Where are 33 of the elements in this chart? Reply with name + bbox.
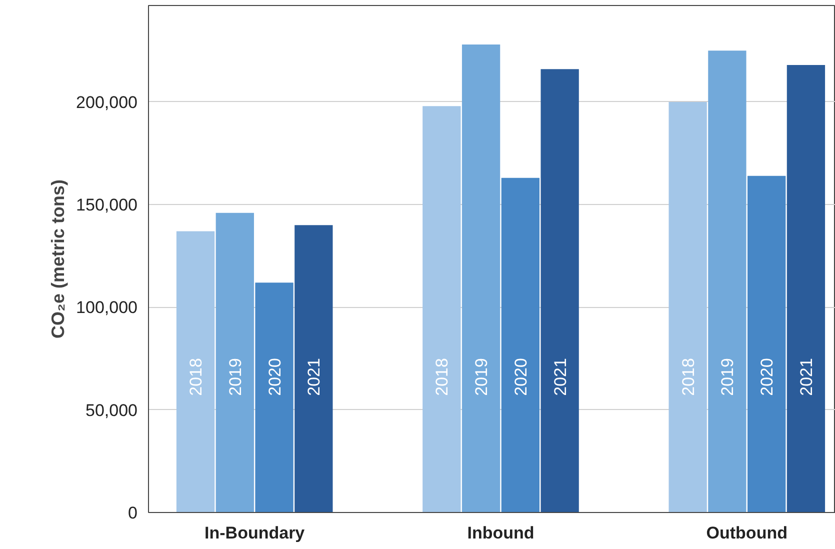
x-tick-label: Outbound bbox=[706, 524, 788, 542]
series-label: 2021 bbox=[550, 358, 570, 396]
text: 2018 bbox=[186, 358, 206, 396]
text: 2020 bbox=[511, 358, 530, 396]
bar bbox=[422, 106, 461, 512]
y-tick-label: 0 bbox=[128, 504, 138, 522]
bar bbox=[748, 176, 786, 512]
y-tick-label: 150,000 bbox=[76, 196, 138, 215]
y-tick-label: 50,000 bbox=[86, 400, 138, 420]
y-tick-label: 100,000 bbox=[76, 298, 138, 318]
bar bbox=[540, 69, 579, 512]
series-label: 2020 bbox=[758, 358, 777, 396]
bar bbox=[294, 225, 333, 512]
bar bbox=[176, 231, 215, 512]
bar bbox=[668, 102, 707, 512]
text: 2021 bbox=[304, 358, 324, 396]
text: 2018 bbox=[678, 358, 698, 396]
text: 2020 bbox=[265, 358, 284, 396]
text: 2021 bbox=[796, 358, 816, 396]
bar bbox=[501, 178, 540, 512]
bar bbox=[786, 65, 826, 512]
x-tick-label: In-Boundary bbox=[204, 524, 306, 542]
bar bbox=[216, 212, 254, 512]
text: 2019 bbox=[472, 358, 492, 396]
x-tick-label: Inbound bbox=[467, 524, 534, 542]
y-tick-label: 200,000 bbox=[76, 92, 138, 112]
bar bbox=[255, 282, 294, 512]
bar bbox=[708, 50, 746, 512]
text: 2019 bbox=[226, 358, 245, 396]
series-label: 2019 bbox=[718, 358, 738, 396]
series-label: 2018 bbox=[432, 358, 452, 396]
y-axis-title: CO₂e (metric tons) bbox=[48, 179, 68, 339]
bar bbox=[462, 44, 500, 512]
